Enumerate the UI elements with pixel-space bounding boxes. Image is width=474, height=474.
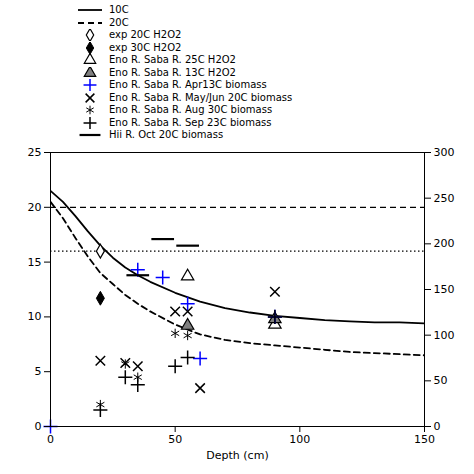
html-text:Eno R. Saba R. 25C H2O2: Eno R. Saba R. 25C H2O2 [109,54,236,66]
svg-text:0: 0 [47,433,54,446]
svg-text:100: 100 [289,433,310,446]
svg-text:300: 300 [434,146,455,159]
html-text:Eno R. Saba R. May/Jun 20C bio: Eno R. Saba R. May/Jun 20C biomass [109,91,293,103]
svg-text:200: 200 [434,237,455,250]
html-text:Eno R. Saba R. Apr13C biomass: Eno R. Saba R. Apr13C biomass [109,79,267,91]
svg-text:50: 50 [168,433,182,446]
html-text:exp 30C H2O2: exp 30C H2O2 [109,41,182,53]
html-text:10C: 10C [109,4,129,16]
svg-text:150: 150 [414,433,435,446]
svg-text:250: 250 [434,191,455,204]
html-text:Eno R. Saba R. Sep 23C biomass: Eno R. Saba R. Sep 23C biomass [109,116,272,128]
html-text:Eno R. Saba R. 13C H2O2: Eno R. Saba R. 13C H2O2 [109,66,236,78]
svg-text:20: 20 [28,200,42,213]
svg-text:0: 0 [434,420,441,433]
html-text:Hii R. Oct 20C biomass: Hii R. Oct 20C biomass [109,129,224,141]
html-text:exp 20C H2O2: exp 20C H2O2 [109,29,182,41]
html-text:Eno R. Saba R. Aug 30C biomass: Eno R. Saba R. Aug 30C biomass [109,104,273,116]
svg-text:5: 5 [35,365,42,378]
svg-text:150: 150 [434,283,455,296]
svg-text:0: 0 [35,420,42,433]
svg-text:100: 100 [434,328,455,341]
html-text:20C: 20C [109,16,129,28]
svg-text:50: 50 [434,374,448,387]
svg-text:25: 25 [28,146,42,159]
svg-text:Depth (cm): Depth (cm) [206,448,268,461]
svg-text:10: 10 [28,310,42,323]
svg-text:15: 15 [28,255,42,268]
